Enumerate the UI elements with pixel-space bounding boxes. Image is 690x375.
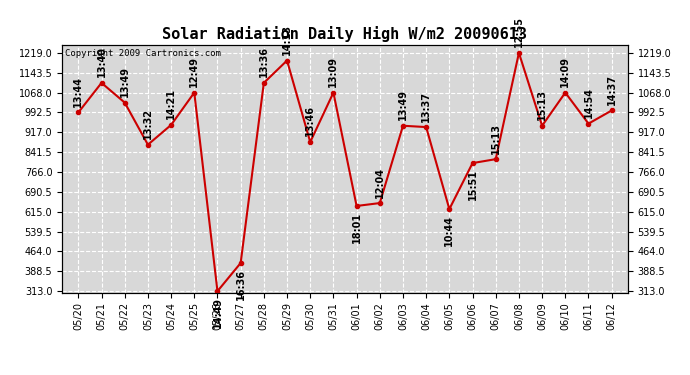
Text: 15:13: 15:13 [491, 123, 501, 154]
Text: 12:04: 12:04 [375, 166, 385, 198]
Text: 16:36: 16:36 [236, 268, 246, 300]
Text: 12:49: 12:49 [189, 56, 199, 87]
Text: 13:44: 13:44 [73, 76, 83, 107]
Text: 13:49: 13:49 [398, 89, 408, 120]
Text: 15:13: 15:13 [537, 89, 547, 120]
Text: 12:55: 12:55 [514, 16, 524, 47]
Text: 10:44: 10:44 [444, 214, 454, 246]
Text: 14:13: 14:13 [282, 24, 292, 55]
Text: 14:21: 14:21 [166, 88, 176, 119]
Title: Solar Radiation Daily High W/m2 20090613: Solar Radiation Daily High W/m2 20090613 [163, 27, 527, 42]
Text: 13:46: 13:46 [305, 105, 315, 136]
Text: 13:09: 13:09 [328, 56, 338, 87]
Text: 15:51: 15:51 [468, 169, 477, 200]
Text: 14:37: 14:37 [607, 74, 617, 105]
Text: 13:32: 13:32 [143, 108, 153, 139]
Text: Copyright 2009 Cartronics.com: Copyright 2009 Cartronics.com [65, 49, 221, 58]
Text: 13:36: 13:36 [259, 46, 269, 77]
Text: 18:01: 18:01 [352, 211, 362, 243]
Text: 14:09: 14:09 [560, 56, 571, 87]
Text: 14:54: 14:54 [584, 87, 593, 118]
Text: 13:49: 13:49 [119, 66, 130, 97]
Text: 13:40: 13:40 [97, 46, 106, 77]
Text: 13:37: 13:37 [421, 90, 431, 122]
Text: 14:49: 14:49 [213, 297, 222, 328]
